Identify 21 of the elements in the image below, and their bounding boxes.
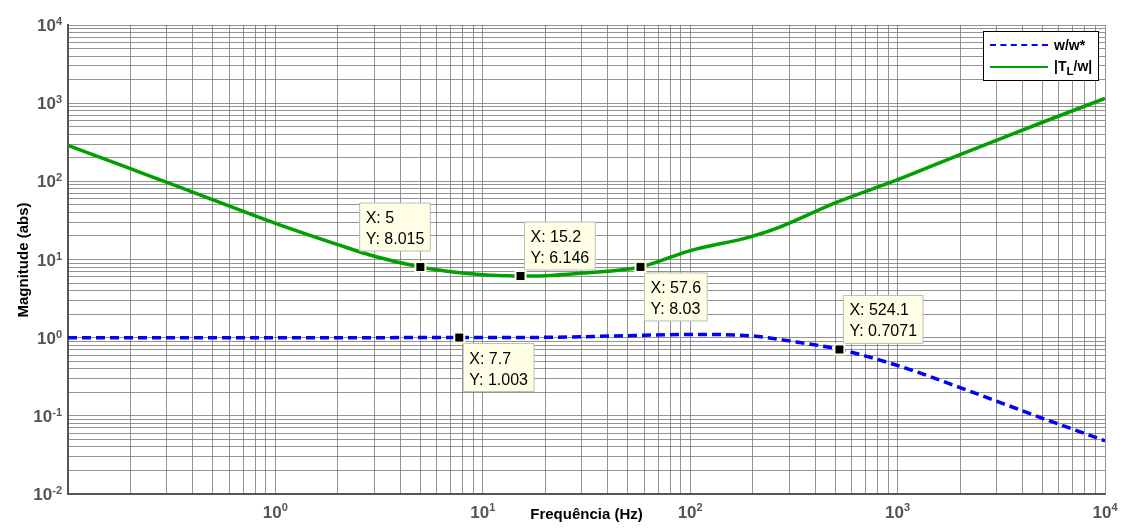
y-axis-title: Magnitude (abs) — [13, 202, 31, 317]
x-axis-title: Frequência (Hz) — [530, 505, 643, 522]
legend-label: |T$_{L}$/w| — [1054, 57, 1093, 77]
annotation: X: 7.7 Y: 1.003 — [469, 349, 529, 388]
legend-label: w/w* — [1054, 37, 1086, 53]
annotation: X: 15.2 Y: 6.146 — [530, 228, 590, 267]
y-tick-label: 10$^{4}$ — [36, 14, 62, 36]
annotation: X: 524.1 Y: 0.7071 — [849, 301, 918, 340]
y-tick-label: 10$^{3}$ — [36, 92, 62, 114]
x-tick-label: 10$^{4}$ — [1092, 501, 1118, 522]
y-tick-label: 10$^{1}$ — [36, 249, 62, 270]
x-tick-label: 10$^{2}$ — [677, 501, 703, 522]
annotation: X: 57.6 Y: 8.03 — [650, 278, 702, 317]
y-tick-label: 10$^{-2}$ — [33, 483, 62, 505]
annotation: X: 5 Y: 8.015 — [365, 209, 425, 248]
x-tick-label: 10$^{1}$ — [470, 501, 496, 522]
y-tick-label: 10$^{2}$ — [36, 171, 62, 192]
y-tick-label: 10$^{-1}$ — [33, 405, 62, 427]
y-tick-label: 10$^{0}$ — [36, 327, 62, 348]
x-tick-label: 10$^{3}$ — [885, 501, 911, 522]
x-tick-label: 10$^{0}$ — [262, 501, 288, 522]
